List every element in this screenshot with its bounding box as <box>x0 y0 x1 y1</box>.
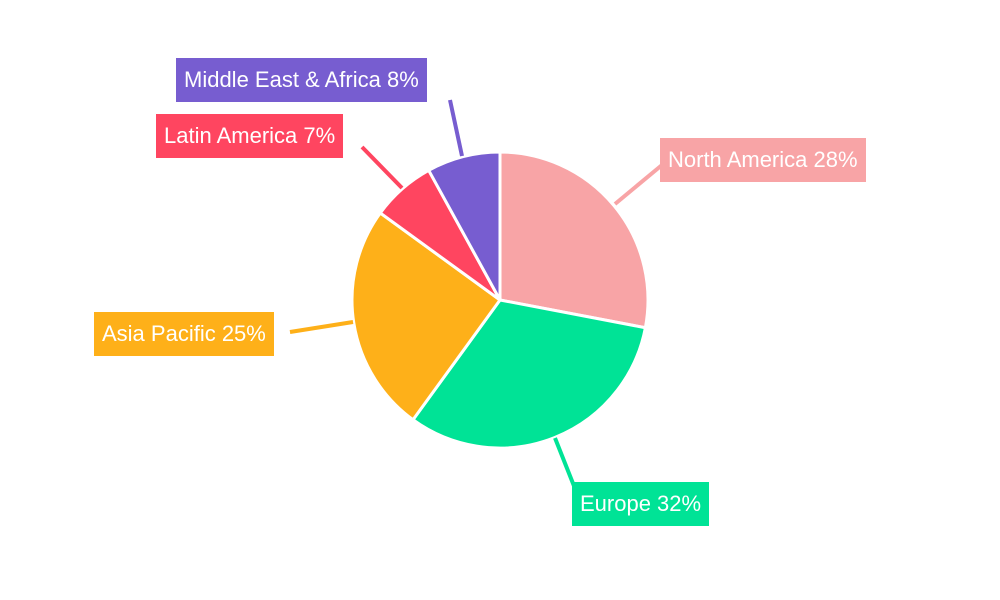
leader-latin-america <box>360 145 404 190</box>
label-middle-east-africa: Middle East & Africa 8% <box>176 58 427 102</box>
leader-europe <box>553 437 576 487</box>
label-asia-pacific: Asia Pacific 25% <box>94 312 274 356</box>
pie-slices <box>350 150 650 450</box>
slice-middle-east-africa[interactable] <box>427 150 502 302</box>
leader-north-america <box>613 163 664 206</box>
slice-north-america[interactable] <box>498 150 650 330</box>
slice-asia-pacific[interactable] <box>350 211 502 422</box>
leader-lines <box>289 99 664 487</box>
leader-asia-pacific <box>289 320 354 334</box>
label-north-america: North America 28% <box>660 138 866 182</box>
slice-europe[interactable] <box>411 298 647 450</box>
label-latin-america: Latin America 7% <box>156 114 344 158</box>
leader-mea <box>448 99 464 157</box>
label-europe: Europe 32% <box>572 482 710 526</box>
